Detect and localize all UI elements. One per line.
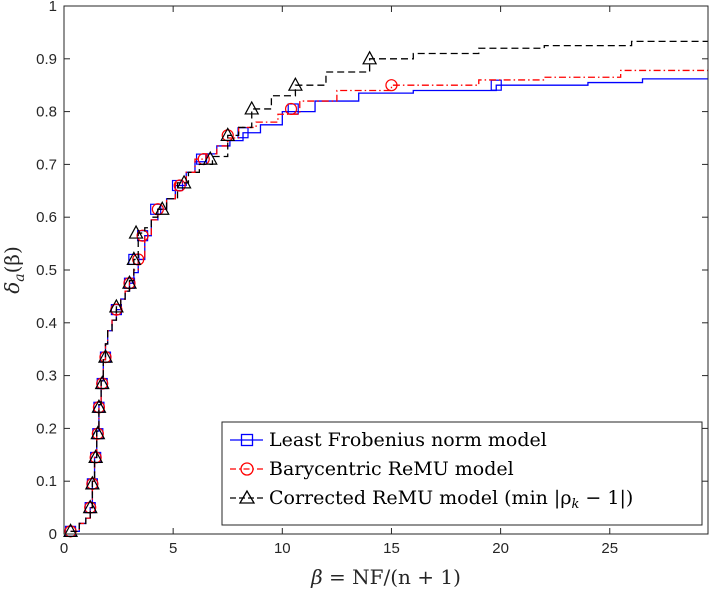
y-tick-label: 0.2 [36,420,57,437]
data-point-corrected [154,201,170,215]
y-tick-label: 0.6 [36,209,57,226]
data-point-corrected [362,50,378,65]
x-tick-label: 20 [492,540,509,557]
y-axis-label-sub: a [12,273,28,281]
data-point-corrected [126,251,142,266]
x-axis-label-rest: = NF/(n + 1) [323,565,461,589]
data-point-corrected [220,127,236,141]
data-point-corrected [91,399,107,413]
y-tick-label: 1 [49,0,57,15]
legend-label-frobenius: Least Frobenius norm model [269,429,547,451]
data-point-barycentric [173,179,186,192]
data-point-barycentric [136,229,149,242]
x-tick-label: 25 [601,540,618,557]
data-point-barycentric [385,79,398,92]
data-point-corrected [84,475,100,490]
legend-item-frobenius: Least Frobenius norm model [230,429,547,451]
plot-frame [63,5,709,535]
x-tick-label: 0 [60,540,68,557]
legend-square-marker-icon [240,433,254,447]
y-tick-label: 0.5 [36,262,57,279]
legend-item-barycentric: Barycentric ReMU model [230,458,514,480]
legend-triangle-marker-icon [238,489,256,504]
x-tick-label: 5 [169,540,177,557]
legend: Least Frobenius norm model Barycentric R… [221,421,703,526]
data-point-corrected [82,499,98,514]
y-tick-label: 0.8 [36,104,57,121]
data-point-corrected [88,449,104,464]
y-tick-label: 0.4 [36,315,57,332]
y-axis-label-rest: (β) [0,246,24,273]
y-tick-label: 0.1 [36,473,57,490]
legend-circle-marker-icon [240,462,254,476]
data-point-barycentric [284,102,298,116]
data-point-corrected [97,348,113,363]
y-axis-label: δa(β) [0,246,28,294]
axes: 0 5 10 15 20 25 0 0.1 0.2 0.3 0.4 0.5 0.6 0.7 0.8 0.9 1 [36,0,708,557]
y-tick-label: 0 [49,526,57,543]
series-line-barycentric [70,69,708,533]
legend-item-corrected: Corrected ReMU model (min |ρk − 1|) [230,487,633,512]
data-point-corrected [128,224,144,239]
data-point-corrected [108,298,124,313]
y-axis-label-delta: δ [0,282,24,294]
data-point-corrected [244,100,260,115]
data-point-corrected [176,174,192,189]
legend-box [221,421,703,526]
y-tick-label: 0.9 [36,51,57,68]
x-tick-label: 10 [274,540,291,557]
data-point-frobenius [490,79,502,91]
data-point-corrected [287,76,303,91]
data-series [63,40,708,538]
data-point-corrected [94,375,110,390]
data-point-corrected [202,150,218,165]
data-point-corrected [63,523,79,537]
data-point-corrected [121,274,137,289]
x-axis-label-beta: β [310,565,323,589]
legend-label-corrected: Corrected ReMU model (min |ρk − 1|) [269,487,633,512]
legend-label-barycentric: Barycentric ReMU model [269,458,514,480]
y-tick-label: 0.3 [36,368,57,385]
legend-label-corrected-tail: − 1|) [579,487,633,509]
series-line-corrected [70,40,708,533]
data-point-corrected [90,425,106,440]
legend-label-corrected-sub: k [572,497,580,512]
x-tick-label: 15 [383,540,400,557]
legend-label-corrected-main: Corrected ReMU model (min |ρ [269,487,572,509]
x-axis-label: β = NF/(n + 1) [310,565,461,589]
y-tick-label: 0.7 [36,156,57,173]
